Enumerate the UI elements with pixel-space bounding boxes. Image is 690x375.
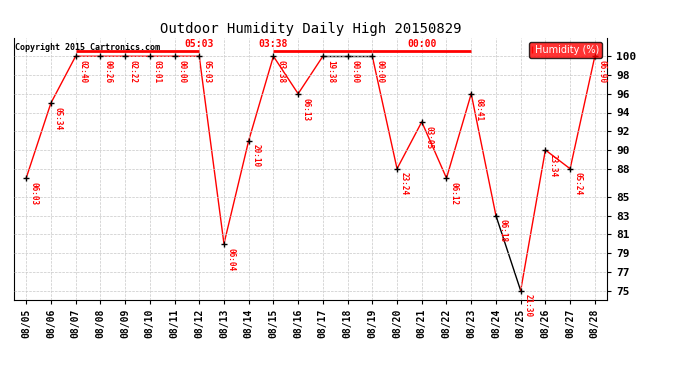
Text: 03:05: 03:05 [425, 126, 434, 149]
Text: 06:04: 06:04 [227, 248, 236, 271]
Text: 05:03: 05:03 [202, 60, 211, 83]
Text: 00:26: 00:26 [104, 60, 112, 83]
Text: 21:30: 21:30 [524, 294, 533, 318]
Text: 00:00: 00:00 [351, 60, 359, 83]
Text: 23:34: 23:34 [549, 154, 558, 177]
Text: 05:24: 05:24 [573, 172, 582, 196]
Text: 19:38: 19:38 [326, 60, 335, 83]
Text: 03:38: 03:38 [277, 60, 286, 83]
Text: 06:12: 06:12 [449, 182, 458, 205]
Text: 00:00: 00:00 [177, 60, 186, 83]
Legend: Humidity (%): Humidity (%) [529, 42, 602, 58]
Text: 08:41: 08:41 [474, 98, 483, 121]
Text: 05:34: 05:34 [54, 107, 63, 130]
Text: 06:18: 06:18 [499, 219, 508, 243]
Text: 20:10: 20:10 [252, 144, 261, 168]
Text: 00:00: 00:00 [375, 60, 384, 83]
Text: 05:03: 05:03 [184, 39, 214, 49]
Title: Outdoor Humidity Daily High 20150829: Outdoor Humidity Daily High 20150829 [160, 22, 461, 36]
Text: 00:00: 00:00 [407, 39, 437, 49]
Text: 02:22: 02:22 [128, 60, 137, 83]
Text: 06:03: 06:03 [29, 182, 38, 205]
Text: Copyright 2015 Cartronics.com: Copyright 2015 Cartronics.com [15, 43, 160, 52]
Text: 03:38: 03:38 [259, 39, 288, 49]
Text: 02:40: 02:40 [79, 60, 88, 83]
Text: 23:24: 23:24 [400, 172, 409, 196]
Text: 06:90: 06:90 [598, 60, 607, 83]
Text: 03:01: 03:01 [152, 60, 161, 83]
Text: 06:13: 06:13 [301, 98, 310, 121]
